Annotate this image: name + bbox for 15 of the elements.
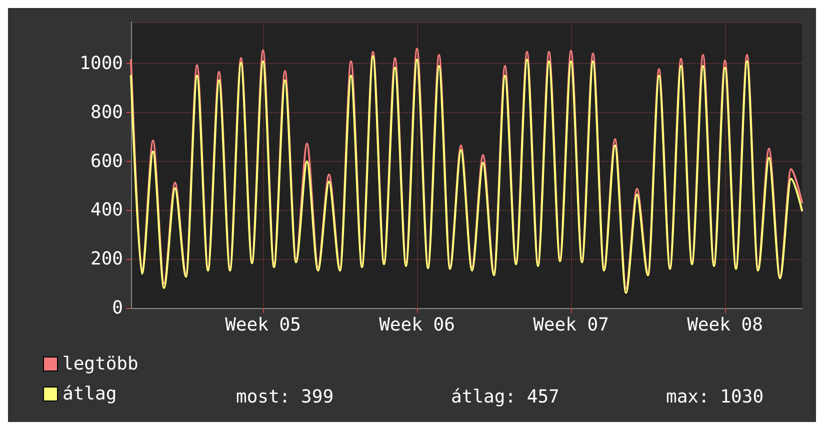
y-tick-label: 800	[90, 102, 123, 123]
x-tick-label: Week 05	[225, 314, 301, 336]
text: max: 1030	[666, 386, 764, 408]
x-tick-label: Week 07	[533, 314, 609, 336]
y-tick-label: 1000	[80, 53, 123, 74]
text: átlag: 457	[451, 386, 560, 408]
y-tick-label: 600	[90, 150, 123, 172]
y-tick-label: 0	[112, 298, 123, 318]
text: most: 399	[236, 386, 334, 408]
y-tick-label: 400	[90, 200, 123, 221]
x-tick-label: Week 08	[687, 314, 763, 336]
y-tick-label: 200	[90, 248, 123, 270]
legend-label: legtöbb	[62, 354, 138, 374]
legend-label: átlag	[62, 384, 117, 404]
x-tick-label: Week 06	[379, 314, 455, 336]
